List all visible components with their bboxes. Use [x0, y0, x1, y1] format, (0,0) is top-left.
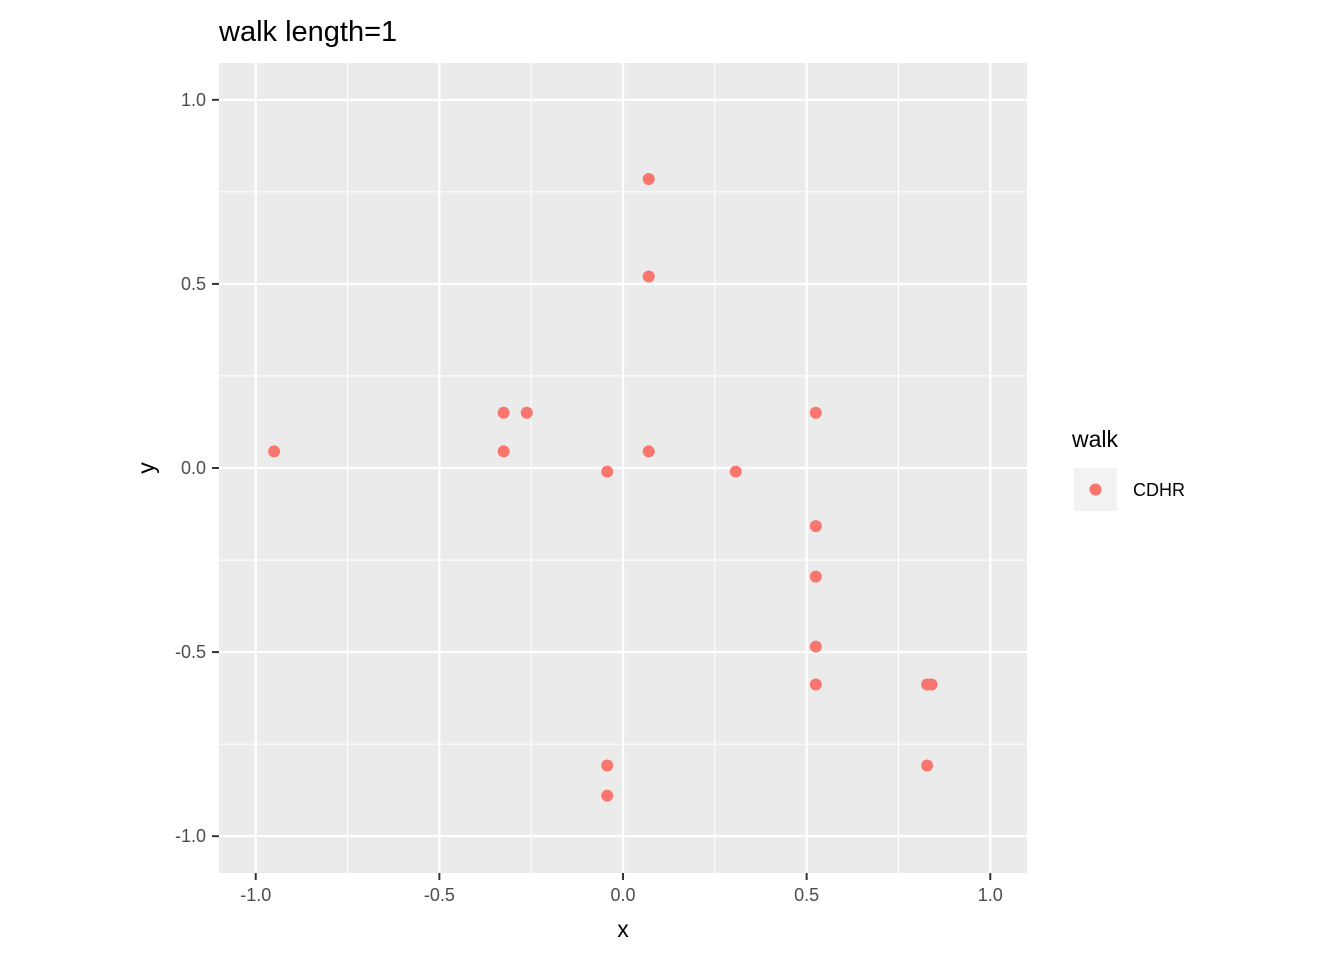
data-point-18: [601, 789, 614, 802]
legend-key-cdhr: [1089, 483, 1102, 496]
data-point-6: [497, 445, 510, 458]
data-point-4: [809, 406, 822, 419]
x-axis-title: x: [617, 916, 629, 942]
y-tick-label-0: -1.0: [175, 826, 206, 846]
x-tick-label-0: -1.0: [240, 885, 271, 905]
y-tick-label-4: 1.0: [181, 90, 206, 110]
data-point-3: [520, 406, 533, 419]
x-tick-label-3: 0.5: [794, 885, 819, 905]
axes: -1.0 -0.5 0.0 0.5 1.0 -1.0 -0.5 0.0 0.5 1.0: [175, 90, 1003, 905]
y-axis-title: y: [133, 462, 159, 474]
grid-lines: [219, 63, 1027, 873]
data-point-15: [925, 678, 938, 691]
legend-title: walk: [1071, 426, 1119, 452]
data-point-2: [497, 406, 510, 419]
data-point-5: [268, 445, 281, 458]
data-point-0: [642, 172, 655, 185]
x-tick-label-4: 1.0: [978, 885, 1003, 905]
data-point-16: [601, 759, 614, 772]
data-points: [268, 172, 938, 802]
data-point-1: [642, 270, 655, 283]
chart-title: walk length=1: [218, 16, 397, 48]
y-tick-label-2: 0.0: [181, 458, 206, 478]
data-point-10: [809, 520, 822, 533]
x-tick-label-1: -0.5: [424, 885, 455, 905]
y-tick-label-1: -0.5: [175, 642, 206, 662]
data-point-11: [809, 570, 822, 583]
data-point-7: [642, 445, 655, 458]
x-tick-label-2: 0.0: [610, 885, 635, 905]
legend: walk CDHR: [1071, 426, 1185, 511]
data-point-17: [921, 759, 934, 772]
legend-label-cdhr: CDHR: [1133, 480, 1185, 500]
data-point-8: [601, 465, 614, 478]
data-point-12: [809, 640, 822, 653]
data-point-9: [729, 465, 742, 478]
y-tick-label-3: 0.5: [181, 274, 206, 294]
data-point-13: [809, 678, 822, 691]
